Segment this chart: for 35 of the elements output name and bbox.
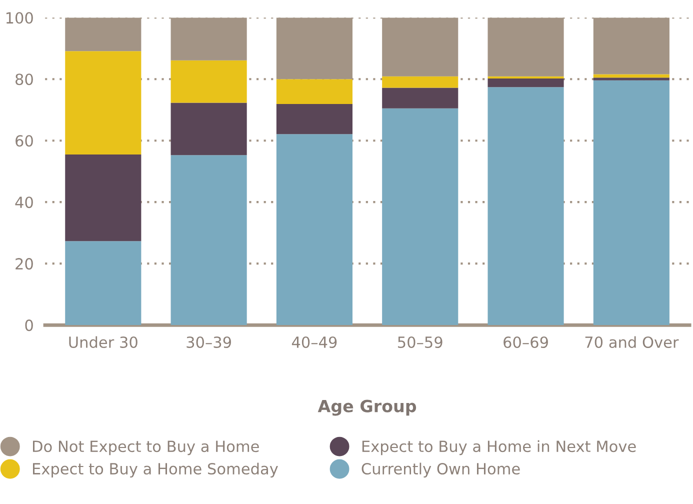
legend-label: Do Not Expect to Buy a Home xyxy=(33,440,259,456)
bar xyxy=(65,241,142,326)
y-tick-label: 0 xyxy=(25,320,33,332)
legend-label: Expect to Buy a Home Someday xyxy=(33,462,278,478)
y-tick-label: 60 xyxy=(16,135,33,147)
legend-label: Currently Own Home xyxy=(362,462,520,478)
bar xyxy=(170,102,247,156)
x-axis-title: Age Group xyxy=(318,400,416,416)
y-tick-label: 100 xyxy=(6,12,33,24)
bar xyxy=(382,76,458,88)
bar xyxy=(276,79,352,104)
x-tick-label: 30–39 xyxy=(186,336,231,348)
bar xyxy=(593,78,670,80)
bar xyxy=(382,108,458,326)
x-tick-label: 70 and Over xyxy=(585,336,679,348)
bar xyxy=(488,76,564,79)
bar xyxy=(276,134,352,326)
y-tick-label: 40 xyxy=(15,196,33,208)
bar xyxy=(170,60,247,103)
legend-label: Expect to Buy a Home in Next Move xyxy=(362,440,636,456)
x-tick-label: 60–69 xyxy=(504,336,548,348)
bar xyxy=(65,51,142,154)
bar xyxy=(65,154,142,242)
bar xyxy=(488,87,564,326)
x-tick-label: 50–59 xyxy=(398,336,442,348)
bar xyxy=(593,80,670,326)
bar xyxy=(593,74,670,78)
bar xyxy=(170,155,247,326)
bar xyxy=(382,88,458,108)
x-tick-label: Under 30 xyxy=(69,336,138,348)
y-tick-label: 80 xyxy=(16,74,33,86)
y-tick-label: 20 xyxy=(16,258,33,270)
bar xyxy=(276,104,352,134)
bar xyxy=(488,78,564,88)
x-tick-label: 40–49 xyxy=(292,336,337,348)
